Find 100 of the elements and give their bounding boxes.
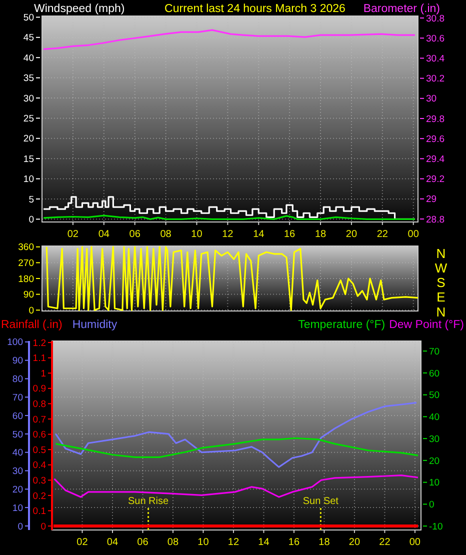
- y2-tick-label: 30.2: [426, 74, 444, 85]
- text: W: [434, 260, 448, 276]
- x-tick-label: 16: [284, 229, 296, 240]
- y2-tick-label: 29.6: [426, 134, 444, 145]
- x-tick-label: 16: [288, 537, 300, 548]
- y2-tick-label: 30.8: [426, 13, 444, 24]
- y2-tick-label: 50: [429, 390, 440, 402]
- x-tick-label: 08: [167, 537, 179, 548]
- y-tick-label: 90: [12, 356, 23, 367]
- y3-tick-label: 0.7: [32, 414, 46, 426]
- text: Temperature (°F): [298, 319, 386, 331]
- x-tick-label: 10: [191, 229, 203, 240]
- x-tick-label: 06: [137, 537, 149, 548]
- y-tick-label: 10: [12, 502, 23, 514]
- y2-tick-label: 30.4: [426, 54, 444, 65]
- x-tick-label: 18: [314, 229, 327, 240]
- x-tick-label: 12: [228, 537, 240, 548]
- ref-line-label: Sun Rise: [128, 496, 170, 507]
- line-series: [54, 402, 418, 468]
- y-tick-label: 20: [12, 484, 23, 496]
- y-tick-label: 100: [7, 337, 23, 348]
- x-tick-label: 14: [253, 229, 265, 240]
- y2-tick-label: 40: [429, 412, 440, 424]
- y2-tick-label: 10: [429, 478, 440, 489]
- x-tick-label: 04: [106, 537, 118, 548]
- y2-tick-label: 30: [429, 434, 440, 445]
- x-tick-label: 04: [98, 229, 110, 240]
- y2-tick-label: 20: [429, 456, 440, 467]
- y-tick-label: 0: [18, 521, 23, 532]
- y2-tick-label: 29: [426, 194, 437, 206]
- x-tick-label: 06: [129, 229, 141, 240]
- y-tick-label: 15: [23, 154, 34, 165]
- y2-tick-label: 28.8: [426, 214, 444, 226]
- y2-tick-label: -10: [429, 521, 443, 532]
- y-tick-label: 0: [28, 305, 34, 316]
- y-tick-label: 60: [12, 410, 23, 422]
- y3-tick-label: 0.9: [32, 384, 46, 395]
- x-tick-label: 20: [348, 537, 360, 548]
- x-tick-label: 22: [376, 229, 388, 240]
- y-tick-label: 30: [23, 93, 34, 104]
- y2-tick-label: 30.6: [426, 33, 444, 44]
- y-tick-label: 0: [28, 214, 34, 226]
- chart-title: Current last 24 hours March 3 2026: [164, 3, 346, 15]
- y2-tick-label: 70: [429, 346, 440, 358]
- y-tick-label: 40: [12, 448, 23, 459]
- y2-tick-label: 29.4: [426, 154, 444, 166]
- y3-tick-label: 0.5: [32, 444, 46, 456]
- y3-tick-label: 0.3: [32, 475, 46, 486]
- x-tick-label: 02: [76, 537, 88, 548]
- y3-tick-label: 1.2: [32, 338, 46, 349]
- text: Rainfall (.in): [1, 319, 63, 331]
- y2-tick-label: 30: [426, 94, 437, 105]
- x-tick-label: 12: [222, 229, 234, 240]
- text: E: [436, 290, 446, 305]
- y-tick-label: 35: [23, 73, 34, 84]
- y-tick-label: 360: [18, 242, 34, 254]
- y-tick-label: 30: [12, 466, 23, 478]
- x-tick-label: 10: [198, 537, 210, 548]
- y-tick-label: 50: [23, 12, 34, 24]
- x-tick-label: 08: [160, 229, 172, 240]
- text: S: [436, 275, 446, 290]
- x-tick-label: 02: [67, 229, 79, 240]
- y2-tick-label: 29.8: [426, 114, 444, 125]
- y3-tick-label: 0.8: [32, 399, 46, 410]
- y3-tick-label: 0.1: [32, 506, 46, 518]
- y-axis-title: Windspeed (mph): [34, 3, 125, 15]
- text: N: [436, 304, 446, 320]
- x-tick-label: 00: [408, 229, 420, 240]
- y-tick-label: 50: [12, 429, 23, 440]
- text: Humidity: [72, 319, 118, 331]
- y3-tick-label: 0: [40, 521, 46, 532]
- text: N: [436, 246, 446, 261]
- x-tick-label: 20: [346, 229, 358, 240]
- y-tick-label: 25: [23, 114, 34, 125]
- y3-tick-label: 0.4: [32, 460, 46, 472]
- text: Dew Point (°F): [389, 319, 464, 331]
- x-tick-label: 22: [379, 537, 391, 548]
- y-tick-label: 180: [18, 274, 34, 285]
- x-tick-label: 14: [258, 537, 270, 548]
- y-tick-label: 90: [23, 290, 34, 301]
- y-tick-label: 5: [28, 194, 34, 206]
- y-tick-label: 40: [23, 52, 34, 64]
- line-series: [42, 29, 416, 50]
- y-tick-label: 80: [12, 374, 23, 386]
- y-tick-label: 45: [23, 32, 34, 44]
- y-tick-label: 70: [12, 392, 23, 404]
- y3-tick-label: 1.1: [32, 353, 46, 364]
- x-tick-label: 00: [409, 537, 421, 548]
- y-tick-label: 10: [23, 174, 34, 186]
- y3-tick-label: 1: [40, 368, 46, 380]
- y2-tick-label: 0: [429, 500, 434, 511]
- y3-tick-label: 0.2: [32, 490, 46, 502]
- y2-tick-label: 60: [429, 368, 440, 380]
- y-tick-label: 270: [18, 258, 34, 270]
- line-series: [53, 474, 419, 498]
- y-tick-label: 20: [23, 134, 34, 145]
- y3-tick-label: 0.6: [32, 430, 46, 441]
- y2-tick-label: 29.2: [426, 174, 444, 186]
- y2-axis-title: Barometer (.in): [363, 3, 440, 15]
- line-series: [54, 437, 419, 458]
